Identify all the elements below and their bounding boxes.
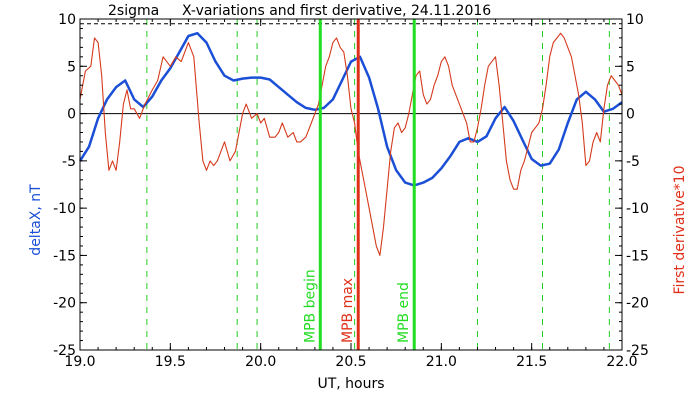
y-right-tick-label: -5 — [626, 154, 640, 170]
mpb-label-2: MPB end — [396, 282, 412, 343]
y-left-tick-label: -20 — [53, 296, 76, 312]
mpb-marker-lines — [318, 19, 416, 350]
y-left-tick-label: 0 — [67, 107, 76, 123]
chart-title: X-variations and first derivative, 24.11… — [182, 3, 491, 19]
x-axis-label: UT, hours — [317, 376, 384, 392]
x-tick-label: 21.5 — [516, 354, 547, 370]
y-left-tick-label: -5 — [62, 154, 76, 170]
y-left-tick-label: 5 — [67, 59, 76, 75]
y-right-tick-label: -25 — [626, 343, 649, 359]
y-right-tick-label: -20 — [626, 296, 649, 312]
x-tick-label: 20.5 — [335, 354, 366, 370]
y-axis-left-label: deltaX, nT — [28, 184, 44, 256]
mpb-label-0: MPB begin — [302, 269, 318, 343]
x-tick-label: 20.0 — [245, 354, 276, 370]
y-axis-right-label: First derivative*10 — [672, 165, 688, 294]
x-tick-label: 19.5 — [155, 354, 186, 370]
series-lines — [78, 31, 623, 256]
y-left-tick-label: 10 — [58, 12, 76, 28]
y-left-tick-label: -15 — [53, 248, 76, 264]
x-tick-label: 21.0 — [426, 354, 457, 370]
x-tick-label: 22.0 — [606, 354, 637, 370]
y-right-tick-label: 10 — [626, 12, 644, 28]
y-left-tick-label: -25 — [53, 343, 76, 359]
mpb-label-1: MPB max — [340, 278, 356, 343]
y-right-tick-label: 0 — [626, 107, 635, 123]
series-line-derivative — [79, 32, 623, 256]
axis-ticks: 19.0 19.5 20.0 20.5 21.0 21.5 22.0 10 10 5 5 0 0 -5 -5… — [53, 12, 649, 370]
y-right-tick-label: -10 — [626, 201, 649, 217]
y-right-tick-label: -15 — [626, 248, 649, 264]
series-line-deltax — [78, 31, 623, 187]
x-tick-label: 19.0 — [64, 354, 95, 370]
corner-label: 2sigma — [108, 3, 159, 19]
y-left-tick-label: -10 — [53, 201, 76, 217]
y-right-tick-label: 5 — [626, 59, 635, 75]
